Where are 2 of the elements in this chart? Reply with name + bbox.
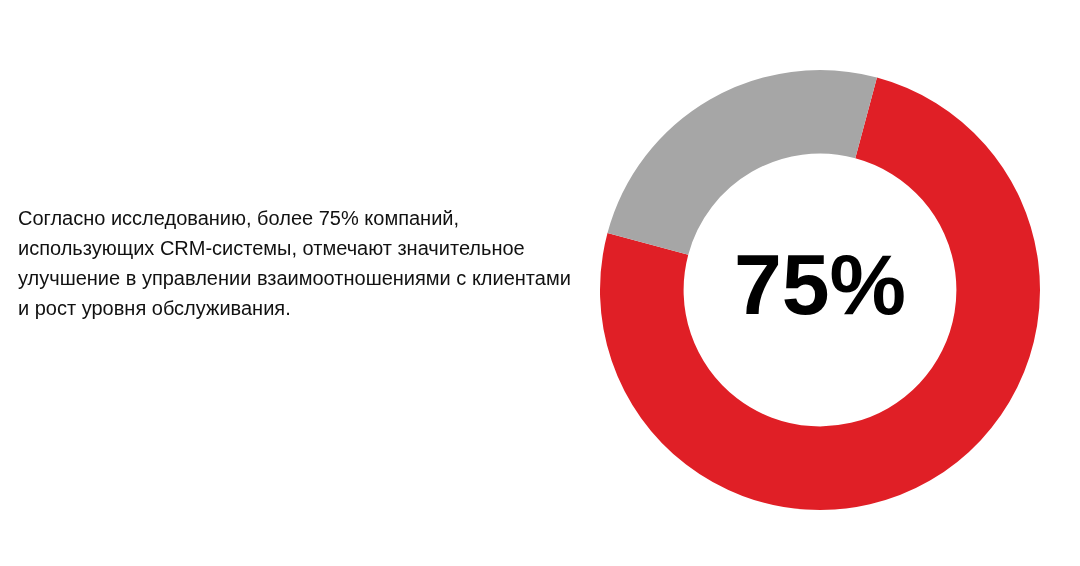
data-label: 75% [733, 235, 907, 332]
text: Согласно исследованию, более 75% компаний, использующих CRM-системы, отмечают значительное улучшение в управлении взаимоотношениями с клиентами и рост уровня обслуживания. [18, 206, 572, 321]
